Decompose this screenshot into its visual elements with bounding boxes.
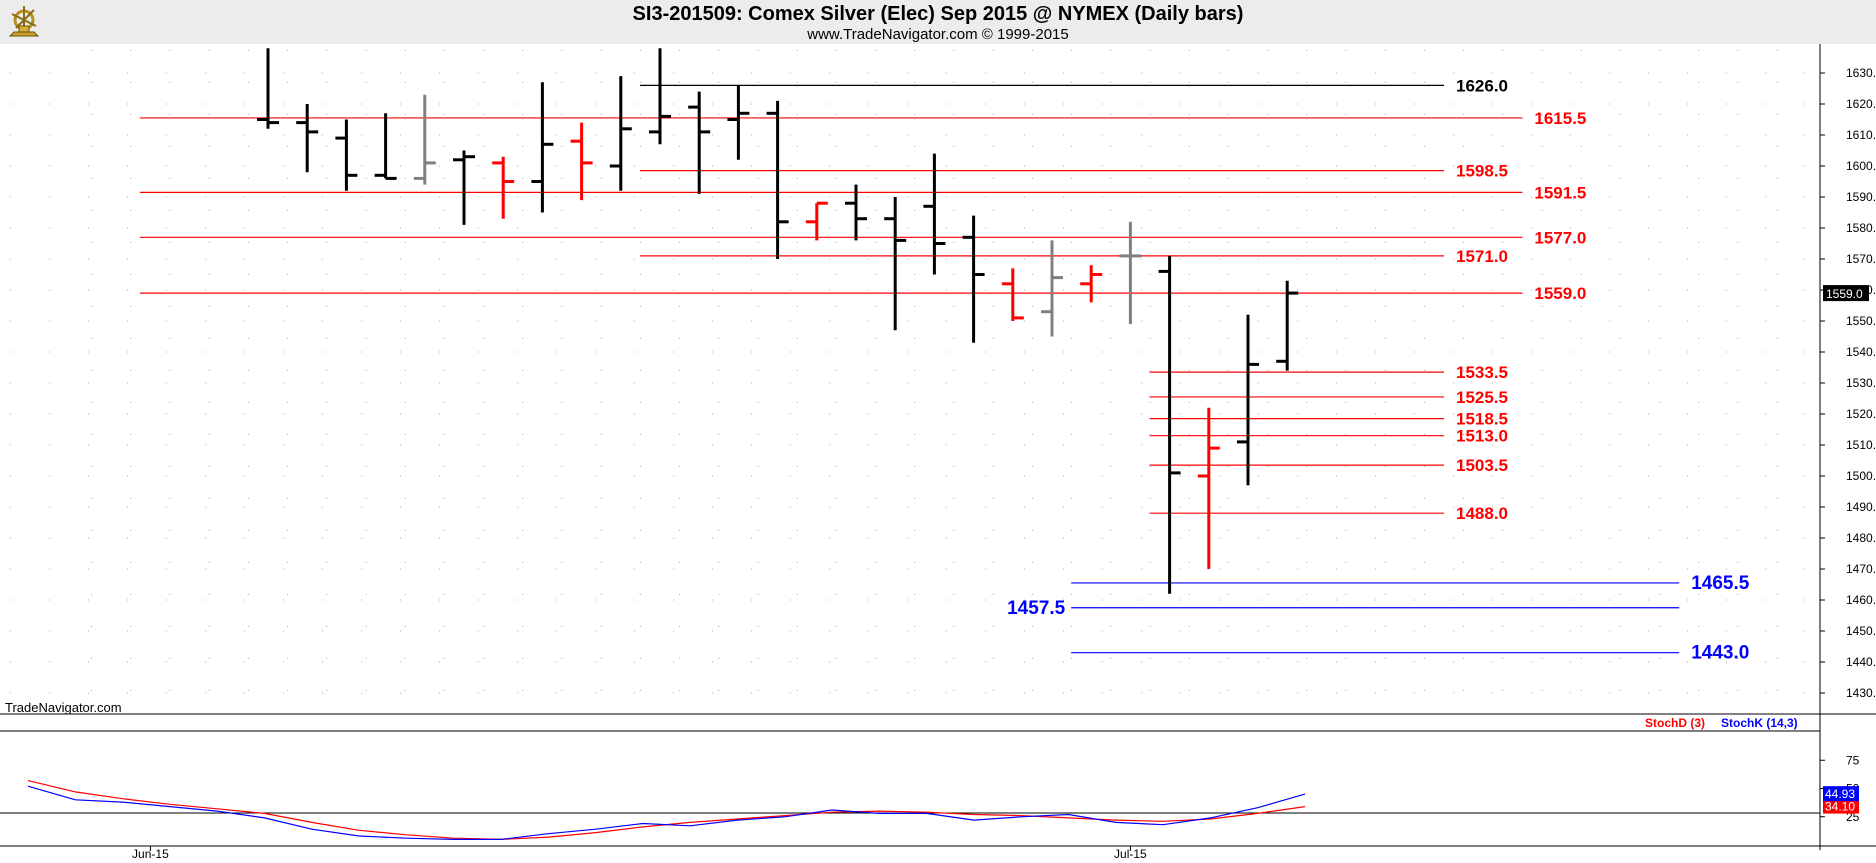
- series-line-stochd: [27, 780, 1306, 841]
- level-label: 1626.0: [1456, 76, 1508, 95]
- price-tick-label: 1570.0: [1846, 252, 1876, 266]
- stoch-value-label: 34.10: [1825, 800, 1855, 814]
- price-tick-label: 1550.0: [1846, 314, 1876, 328]
- date-tick-label: Jun-15: [132, 847, 169, 861]
- stoch-tick-label: 75: [1846, 753, 1860, 767]
- level-label: 1615.5: [1534, 109, 1586, 128]
- chart-subtitle: www.TradeNavigator.com © 1999-2015: [807, 26, 1069, 43]
- legend-stochd: StochD (3): [1645, 716, 1705, 730]
- last-price-label: 1559.0: [1826, 287, 1863, 301]
- price-tick-label: 1430.0: [1846, 686, 1876, 700]
- price-tick-label: 1490.0: [1846, 500, 1876, 514]
- price-tick-label: 1440.0: [1846, 655, 1876, 669]
- price-tick-label: 1470.0: [1846, 562, 1876, 576]
- level-label: 1525.5: [1456, 388, 1508, 407]
- level-label: 1465.5: [1691, 573, 1750, 594]
- level-label: 1598.5: [1456, 162, 1508, 181]
- stoch-value-label: 44.93: [1825, 787, 1855, 801]
- price-tick-label: 1510.0: [1846, 438, 1876, 452]
- price-tick-label: 1500.0: [1846, 469, 1876, 483]
- title-bar: SI3-201509: Comex Silver (Elec) Sep 2015…: [0, 0, 1876, 44]
- level-label: 1533.5: [1456, 363, 1508, 382]
- price-tick-label: 1590.0: [1846, 190, 1876, 204]
- level-label: 1457.5: [1007, 598, 1066, 619]
- level-label: 1513.0: [1456, 427, 1508, 446]
- chart-title: SI3-201509: Comex Silver (Elec) Sep 2015…: [632, 3, 1244, 25]
- price-tick-label: 1520.0: [1846, 407, 1876, 421]
- last-price-flag: [1823, 285, 1869, 302]
- series-line-stochk: [27, 785, 1306, 841]
- price-tick-label: 1580.0: [1846, 221, 1876, 235]
- level-label: 1571.0: [1456, 247, 1508, 266]
- price-tick-label: 1480.0: [1846, 531, 1876, 545]
- price-tick-label: 1540.0: [1846, 345, 1876, 359]
- price-tick-label: 1530.0: [1846, 376, 1876, 390]
- price-tick-label: 1610.0: [1846, 128, 1876, 142]
- level-label: 1591.5: [1534, 183, 1586, 202]
- date-tick-label: Jul-15: [1114, 847, 1147, 861]
- price-tick-label: 1460.0: [1846, 593, 1876, 607]
- level-label: 1518.5: [1456, 410, 1508, 429]
- legend-stochk: StochK (14,3): [1721, 716, 1798, 730]
- stoch-value-flag: [1823, 798, 1859, 814]
- level-label: 1503.5: [1456, 456, 1508, 475]
- price-tick-label: 1450.0: [1846, 624, 1876, 638]
- level-label: 1577.0: [1534, 228, 1586, 247]
- level-label: 1443.0: [1691, 643, 1749, 664]
- price-tick-label: 1600.0: [1846, 159, 1876, 173]
- level-label: 1488.0: [1456, 504, 1508, 523]
- trade-navigator-logo-icon: [8, 6, 40, 37]
- price-tick-label: 1630.0: [1846, 66, 1876, 80]
- price-tick-label: 1620.0: [1846, 97, 1876, 111]
- level-label: 1559.0: [1534, 284, 1586, 303]
- stoch-value-flag: [1823, 786, 1859, 802]
- watermark-text: TradeNavigator.com: [5, 700, 122, 715]
